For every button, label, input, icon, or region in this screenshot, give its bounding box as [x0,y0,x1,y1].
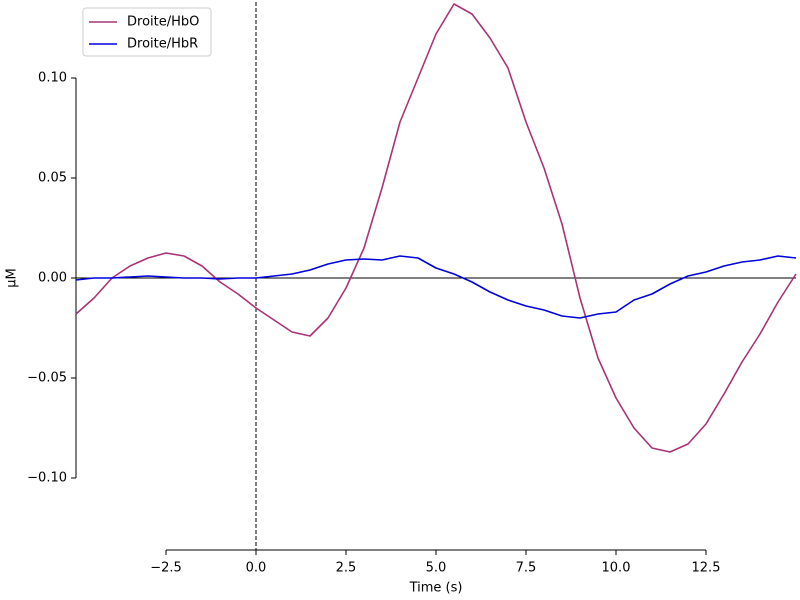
legend-label: Droite/HbO [127,15,199,30]
x-tick-label: −2.5 [150,561,182,576]
y-tick-label: −0.05 [27,371,67,386]
y-tick-label: −0.10 [27,471,67,486]
y-axis-label: µM [5,268,20,288]
x-tick-label: 12.5 [692,561,721,576]
series-line [75,3,797,453]
y-tick-label: 0.10 [38,71,67,86]
x-tick-label: 2.5 [336,561,357,576]
legend-label: Droite/HbR [127,37,198,52]
x-tick-label: 7.5 [516,561,537,576]
x-axis-label: Time (s) [409,581,463,596]
y-tick-label: 0.05 [38,171,67,186]
series-line [75,255,797,319]
y-tick-label: 0.00 [38,271,67,286]
x-tick-label: 5.0 [426,561,447,576]
x-tick-label: 0.0 [246,561,267,576]
x-tick-label: 10.0 [602,561,631,576]
